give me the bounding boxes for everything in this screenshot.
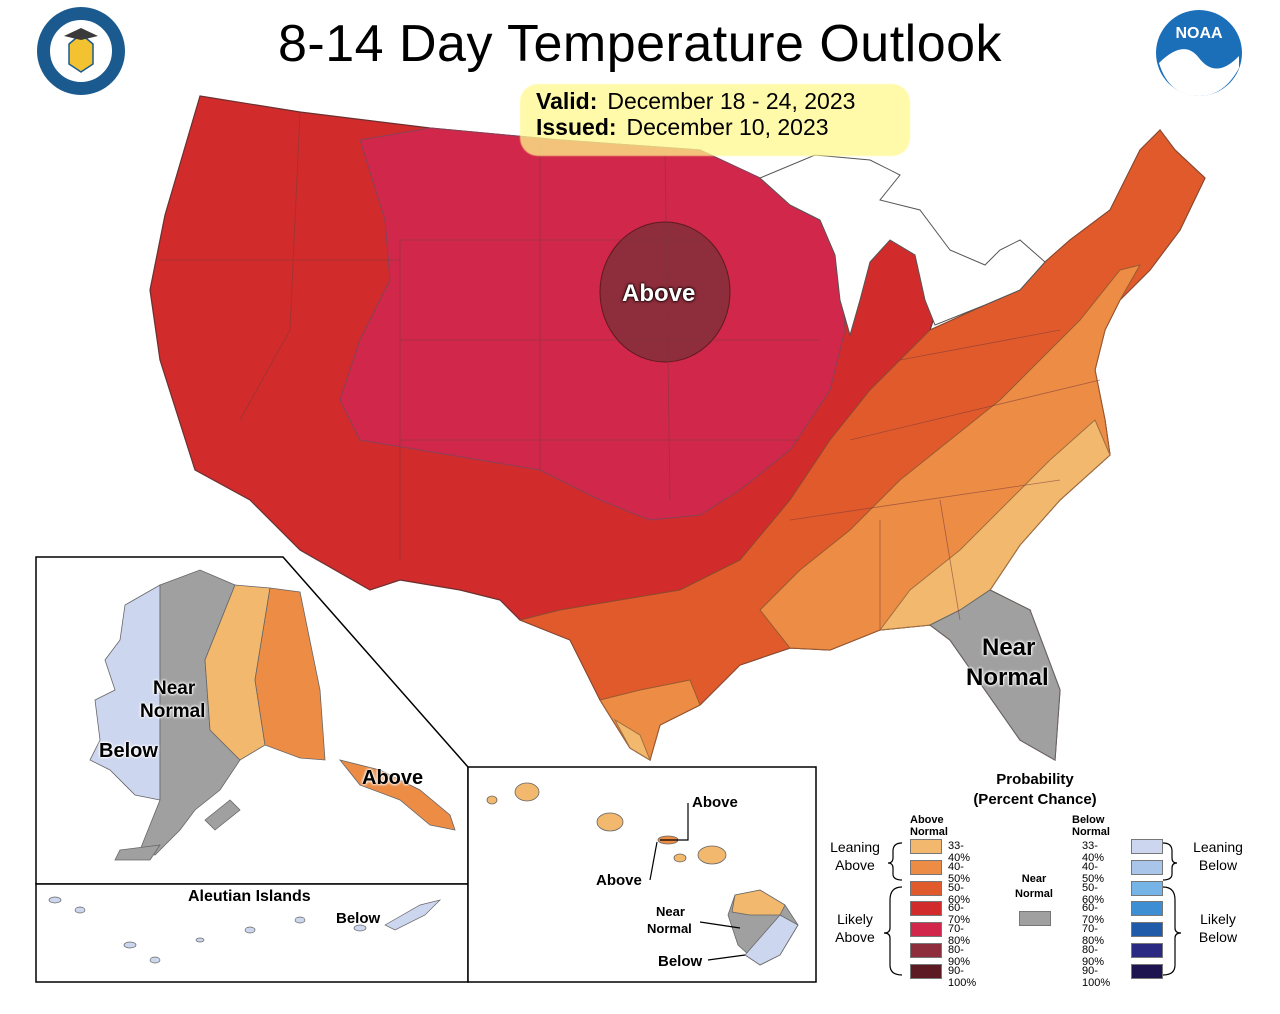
- conus-near-label-1: Near: [982, 634, 1036, 661]
- legend-brackets: [883, 842, 1182, 976]
- valid-label: Valid:: [536, 88, 598, 114]
- legend-near-1: Near: [1021, 873, 1047, 885]
- alaska-below-label: Below: [99, 740, 158, 762]
- aleutian-islands: [48, 896, 442, 964]
- valid-value: December 18 - 24, 2023: [607, 88, 856, 114]
- alaska-40-50: [254, 587, 456, 831]
- conus-above-label: Above: [622, 280, 696, 307]
- legend-above-swatch: [910, 922, 942, 938]
- legend-likely-below-1: Likely: [1200, 911, 1236, 927]
- alaska-near-label-1: Near: [153, 678, 196, 699]
- legend-leaning-above-2: Above: [835, 857, 875, 873]
- legend-leaning-below-2: Below: [1198, 857, 1238, 873]
- legend-title-2: (Percent Chance): [973, 791, 1097, 808]
- issued-value: December 10, 2023: [626, 114, 829, 140]
- legend-likely-above-2: Above: [835, 929, 875, 945]
- legend-below-range: 80-90%: [1082, 944, 1105, 968]
- legend-above-range: 70-80%: [948, 923, 971, 948]
- legend-above-swatch: [910, 963, 942, 979]
- issued-date-line: Issued: December 10, 2023: [536, 114, 829, 141]
- hawaii-below-label: Below: [658, 953, 703, 970]
- date-highlight: [520, 84, 910, 156]
- noaa-logo-text: NOAA: [1175, 25, 1223, 42]
- legend-above-range: 80-90%: [948, 944, 971, 968]
- hawaii-islands: [486, 782, 799, 966]
- issued-label: Issued:: [536, 114, 617, 140]
- legend-above-swatch: [910, 901, 942, 917]
- legend-below-range: 50-60%: [1082, 881, 1105, 906]
- alaska-below: [89, 584, 161, 801]
- legend-below-swatch: [1131, 963, 1163, 979]
- conus-region-near-normal: [929, 589, 1061, 761]
- legend-below-swatch: [1131, 943, 1163, 958]
- legend-below-range: 40-50%: [1082, 860, 1105, 885]
- legend-above-swatch: [910, 880, 942, 896]
- hawaii-above-label-1: Above: [692, 794, 738, 811]
- hawaii-above-label-2: Above: [596, 872, 642, 889]
- legend-leaning-below-1: Leaning: [1193, 839, 1243, 855]
- legend-above-header: Above Normal: [910, 814, 948, 838]
- conus-near-label-2: Normal: [966, 664, 1049, 691]
- hawaii-near-label-1: Near: [656, 904, 685, 919]
- page-title: 8-14 Day Temperature Outlook: [277, 15, 1003, 73]
- legend-below-header: Below Normal: [1072, 814, 1110, 838]
- legend-below-swatch: [1131, 922, 1163, 938]
- legend-below-range: 33-40%: [1082, 840, 1105, 864]
- great-lakes: [759, 154, 1046, 337]
- legend-above-range: 33-40%: [948, 840, 971, 864]
- legend-below-swatch: [1131, 839, 1163, 854]
- legend-above-range: 90-100%: [948, 964, 977, 989]
- legend-near-swatch: [1019, 911, 1051, 926]
- legend-leaning-above-1: Leaning: [830, 839, 880, 855]
- legend-above-range: 50-60%: [948, 881, 971, 906]
- legend-below-range: 90-100%: [1082, 964, 1111, 989]
- legend-likely-below-2: Below: [1198, 929, 1238, 945]
- legend-below-swatch: [1131, 901, 1163, 917]
- commerce-seal-logo: [36, 6, 126, 96]
- legend-above-range: 40-50%: [948, 860, 971, 885]
- legend-below-swatch: [1131, 859, 1163, 875]
- legend-above-swatch: [910, 943, 942, 958]
- noaa-logo: NOAA: [1154, 8, 1244, 98]
- aleutian-title: Aleutian Islands: [188, 888, 311, 905]
- conus-region-80-90: [599, 221, 731, 363]
- alaska-above-label: Above: [362, 767, 424, 789]
- aleutian-below-label: Below: [336, 910, 381, 927]
- alaska-islands-1: [114, 799, 241, 861]
- legend-above-range: 60-70%: [948, 902, 971, 927]
- legend-above-swatch: [910, 839, 942, 854]
- legend-above-swatch: [910, 859, 942, 875]
- hawaii-near-label-2: Normal: [647, 921, 692, 936]
- legend-below-swatch: [1131, 880, 1163, 896]
- alaska-near-label-2: Normal: [140, 701, 206, 722]
- hawaii-leader-lines: [649, 803, 746, 961]
- legend-below-range: 70-80%: [1082, 923, 1105, 948]
- valid-date-line: Valid: December 18 - 24, 2023: [536, 88, 855, 115]
- conus-region-70-80: [339, 127, 846, 521]
- legend-title-1: Probability: [996, 771, 1074, 788]
- legend-below-range: 60-70%: [1082, 902, 1105, 927]
- legend-likely-above-1: Likely: [837, 911, 873, 927]
- state-boundaries: [160, 111, 1101, 630]
- legend-near-2: Normal: [1015, 888, 1053, 900]
